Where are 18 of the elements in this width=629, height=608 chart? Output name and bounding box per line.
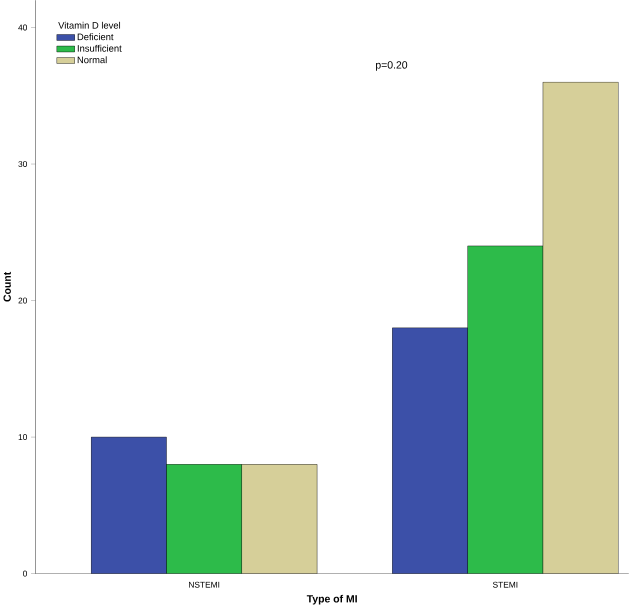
y-tick-label: 10 (18, 434, 28, 440)
x-axis-title: Type of MI (306, 594, 357, 605)
bar (467, 246, 544, 574)
bar (166, 464, 242, 574)
y-tick-label: 0 (23, 570, 28, 577)
y-axis-title: Count (3, 272, 11, 302)
y-tick-label: 40 (18, 24, 28, 30)
bar (392, 328, 468, 574)
legend-title: Vitamin D level (58, 22, 120, 29)
legend-label: Insufficient (78, 44, 122, 52)
x-tick-label: NSTEMI (189, 582, 220, 588)
y-tick-label: 30 (18, 161, 28, 167)
x-tick-label: STEMI (492, 582, 518, 588)
legend-label: Deficient (78, 33, 114, 40)
y-tick-label: 20 (18, 298, 28, 304)
bar (91, 437, 166, 574)
legend-label: Normal (78, 56, 107, 64)
annotation: p=0.20 (376, 61, 408, 71)
